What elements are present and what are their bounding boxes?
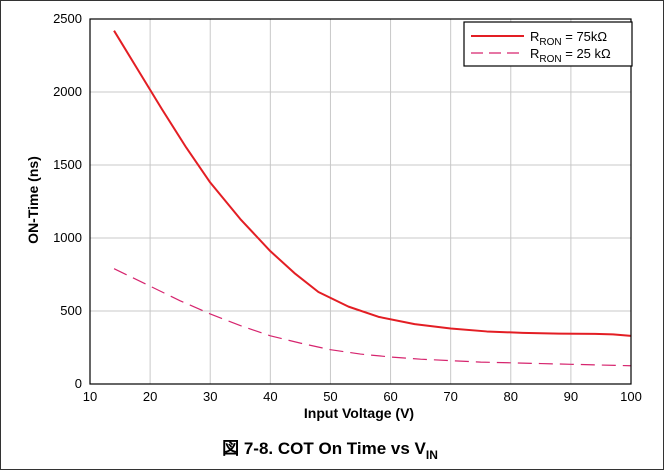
y-tick-label: 2000 xyxy=(53,84,82,99)
series-line-0 xyxy=(113,30,632,337)
plot-area-border xyxy=(89,18,632,385)
series-line-1 xyxy=(113,268,632,367)
y-tick-label: 1000 xyxy=(53,230,82,245)
series-layer xyxy=(113,30,632,367)
grid-lines xyxy=(89,18,632,385)
figure-caption: 図 7-8. COT On Time vs VIN xyxy=(222,439,438,462)
x-tick-label: 90 xyxy=(564,389,578,404)
x-tick-label: 30 xyxy=(203,389,217,404)
y-tick-label: 2500 xyxy=(53,11,82,26)
y-tick-label: 0 xyxy=(75,376,82,391)
legend: RRON = 75kΩ RRON = 25 kΩ xyxy=(463,21,633,67)
legend-label-25k: RRON = 25 kΩ xyxy=(530,46,611,65)
x-tick-label: 80 xyxy=(504,389,518,404)
x-tick-label: 10 xyxy=(83,389,97,404)
x-tick-label: 100 xyxy=(620,389,642,404)
x-axis-title: Input Voltage (V) xyxy=(304,405,414,421)
legend-label-75k: RRON = 75kΩ xyxy=(530,29,607,48)
x-tick-label: 20 xyxy=(143,389,157,404)
x-tick-label: 50 xyxy=(323,389,337,404)
y-tick-label: 500 xyxy=(60,303,82,318)
y-tick-label: 1500 xyxy=(53,157,82,172)
x-tick-label: 70 xyxy=(443,389,457,404)
y-axis-title: ON-Time (ns) xyxy=(25,156,41,244)
tick-labels: 10 20 30 40 50 60 70 80 90 1000500100015002000250… xyxy=(53,11,642,404)
x-tick-label: 40 xyxy=(263,389,277,404)
x-tick-label: 60 xyxy=(383,389,397,404)
legend-box xyxy=(463,21,633,67)
